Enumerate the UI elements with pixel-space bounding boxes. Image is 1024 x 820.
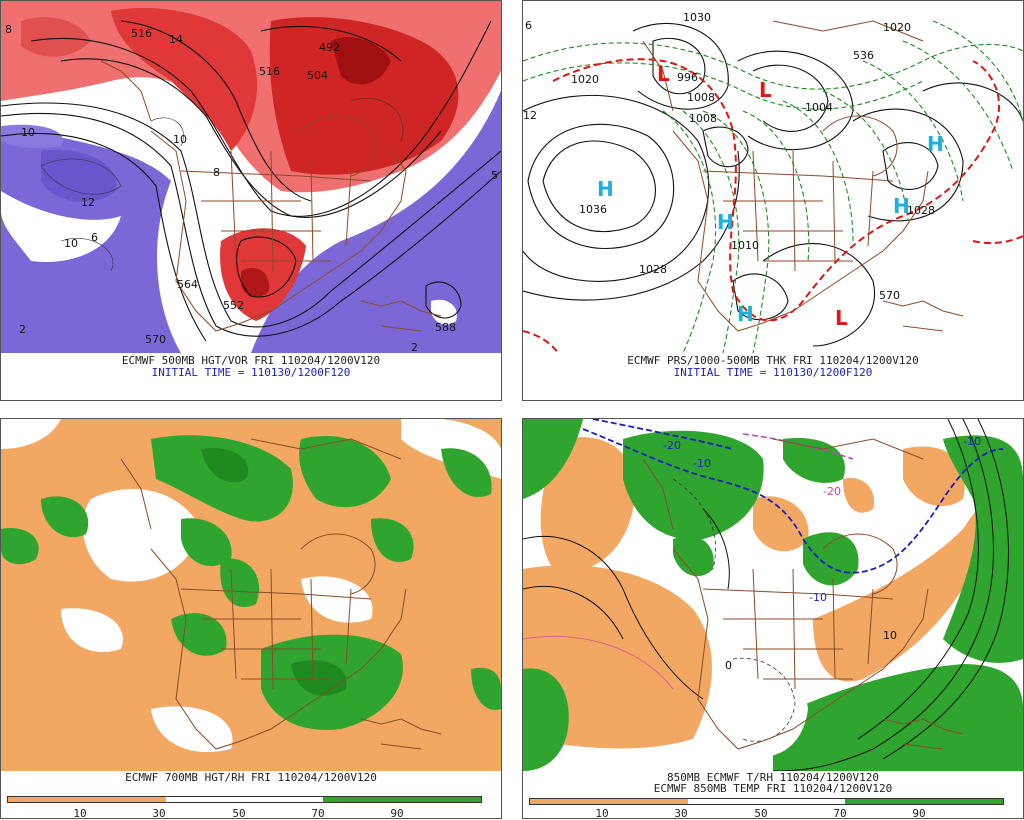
caption-initial-time: INITIAL TIME = 110130/1200F120 [673,366,873,379]
caption-title: ECMWF 500MB HGT/VOR FRI 110204/1200V120 [121,354,381,367]
scale-tick-label: 30 [674,807,688,820]
caption-subtitle: ECMWF 850MB TEMP FRI 110204/1200V120 [653,782,893,795]
isobar-label: 1020 [571,73,599,86]
isobar-label: 1004 [805,101,833,114]
caption-title: ECMWF 700MB HGT/RH FRI 110204/1200V120 [125,771,377,784]
caption-title: ECMWF PRS/1000-500MB THK FRI 110204/1200… [627,354,919,367]
high-pressure-marker: H [893,194,910,218]
low-pressure-marker: L [657,62,670,86]
isobar-label: 996 [677,71,698,84]
temp-label: -20 [823,485,841,498]
rh-color-scale [7,796,482,803]
scale-tick-label: 90 [390,807,404,820]
temp-label: -20 [663,439,681,452]
contour-label: 588 [435,321,456,334]
map-700mb-rh [1,419,501,771]
high-pressure-marker: H [597,177,614,201]
isobar-label: 12 [523,109,537,122]
isobar-label: 1028 [639,263,667,276]
low-pressure-marker: L [835,306,848,330]
temp-label: -10 [693,457,711,470]
contour-label: 564 [177,278,198,291]
isobar-label: 536 [853,49,874,62]
contour-label: 8 [5,23,12,36]
contour-label: 2 [411,341,418,353]
caption-initial-time: INITIAL TIME = 110130/1200F120 [151,366,351,379]
scale-tick-label: 70 [833,807,847,820]
contour-label: 10 [21,126,35,139]
contour-label: 14 [169,33,183,46]
panel-700mb-height-rh: ECMWF 700MB HGT/RH FRI 110204/1200V120 1… [0,418,502,820]
panel-850mb-temp-rh: -10 -20 -10 -10 -20 0 10 850MB ECMWF T/R… [522,418,1024,820]
map-pressure-thickness: 1020 1030 996 1008 1004 1008 1036 1028 1… [523,1,1023,353]
contour-label: 10 [173,133,187,146]
isobar-label: 570 [879,289,900,302]
contour-label: 570 [145,333,166,346]
scale-tick-label: 50 [754,807,768,820]
high-pressure-marker: H [717,210,734,234]
contour-label: 516 [131,27,152,40]
contour-label: 2 [19,323,26,336]
scale-tick-label: 10 [595,807,609,820]
scale-tick-label: 90 [912,807,926,820]
low-pressure-marker: L [759,78,772,102]
isobar-label: 1030 [683,11,711,24]
contour-label: 12 [81,196,95,209]
temp-label: -10 [963,435,981,448]
high-pressure-marker: H [737,302,754,326]
caption-title: 850MB ECMWF T/RH 110204/1200V120 [667,771,879,784]
rh-color-scale [529,798,1004,805]
temp-label: 10 [883,629,897,642]
panel-pressure-thickness: 1020 1030 996 1008 1004 1008 1036 1028 1… [522,0,1024,401]
temp-label: -10 [809,591,827,604]
contour-label: 5 [491,169,498,182]
contour-label: 552 [223,299,244,312]
isobar-label: 1010 [731,239,759,252]
contour-label: 8 [213,166,220,179]
isobar-label: 1020 [883,21,911,34]
contour-label: 504 [307,69,328,82]
scale-tick-label: 30 [152,807,166,820]
isobar-label: 1008 [687,91,715,104]
panel-500mb-height-vorticity: 8 14 10 516 504 492 516 10 12 6 10 8 564… [0,0,502,401]
map-850mb-temp-rh: -10 -20 -10 -10 -20 0 10 [523,419,1023,771]
temp-label: 0 [725,659,732,672]
isobar-label: 1036 [579,203,607,216]
isobar-label: 6 [525,19,532,32]
contour-label: 516 [259,65,280,78]
scale-tick-label: 70 [311,807,325,820]
high-pressure-marker: H [927,132,944,156]
isobar-label: 1008 [689,112,717,125]
contour-label: 10 [64,237,78,250]
scale-tick-label: 10 [73,807,87,820]
contour-label: 6 [91,231,98,244]
map-500mb-vorticity: 8 14 10 516 504 492 516 10 12 6 10 8 564… [1,1,501,353]
scale-tick-label: 50 [232,807,246,820]
isobar-label: 1028 [907,204,935,217]
contour-label: 492 [319,41,340,54]
